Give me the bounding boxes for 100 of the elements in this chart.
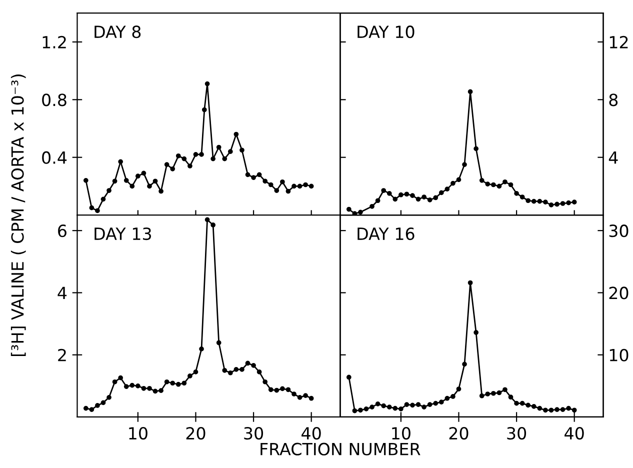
point (176, 153, 181, 158)
point (124, 384, 129, 389)
y-tick-label: 1.2 (42, 36, 66, 48)
point (438, 190, 444, 196)
point (502, 179, 508, 184)
point (176, 382, 181, 387)
point (83, 178, 88, 183)
point (410, 193, 415, 198)
point (100, 400, 106, 406)
y2-tick-label: 12 (610, 36, 628, 48)
point (193, 370, 198, 374)
point (352, 408, 358, 414)
text: DAY 8 (94, 26, 141, 38)
point (531, 404, 536, 409)
point (474, 146, 479, 152)
point (262, 379, 268, 384)
point (112, 178, 118, 184)
point (124, 178, 129, 183)
point (130, 184, 135, 189)
point (572, 408, 577, 413)
point (543, 200, 548, 204)
point (450, 394, 456, 399)
point (135, 174, 140, 179)
point (560, 201, 566, 206)
point (280, 179, 285, 184)
point (370, 404, 374, 410)
point (100, 196, 106, 202)
x-tick-label: 30 (244, 427, 264, 440)
point (130, 382, 135, 388)
point (490, 390, 496, 396)
point (274, 388, 280, 393)
point (474, 330, 479, 335)
point (147, 386, 152, 391)
point (297, 394, 302, 400)
point (199, 346, 204, 352)
point (531, 198, 536, 204)
x-tick-label: 30 (507, 427, 526, 440)
point (502, 387, 508, 392)
point (444, 186, 450, 192)
point (560, 407, 566, 412)
point (170, 380, 176, 386)
point (566, 406, 571, 411)
point (188, 164, 192, 168)
point (141, 386, 146, 391)
point (386, 404, 392, 410)
point (240, 148, 244, 153)
point (158, 388, 164, 394)
point (566, 200, 571, 206)
point (375, 402, 380, 406)
point (468, 89, 473, 94)
point (410, 402, 415, 408)
point (392, 196, 398, 202)
point (462, 362, 467, 367)
point (358, 210, 363, 215)
point (135, 383, 140, 388)
point (95, 208, 100, 214)
point (433, 400, 438, 406)
point (256, 172, 262, 178)
point (89, 205, 94, 210)
point (170, 166, 176, 172)
point (216, 340, 222, 346)
point (346, 206, 352, 212)
point (375, 198, 380, 204)
text: DAY 13 (94, 227, 152, 240)
point (147, 184, 152, 189)
point (398, 192, 404, 198)
point (199, 152, 204, 157)
point (112, 379, 118, 384)
y2-tick-label: 8 (609, 94, 618, 106)
point (280, 386, 285, 392)
point (303, 182, 308, 188)
point (292, 184, 296, 189)
point (416, 402, 421, 407)
point (188, 374, 192, 378)
point (526, 198, 531, 204)
point (245, 360, 250, 366)
point (216, 144, 222, 150)
point (292, 392, 296, 396)
point (444, 396, 450, 401)
point (164, 162, 170, 167)
y2-tick-label: 20 (609, 286, 628, 300)
point (286, 188, 291, 194)
point (228, 370, 233, 376)
text: DAY 10 (358, 26, 414, 38)
point (358, 408, 363, 413)
x-tick-label: 40 (564, 427, 584, 440)
point (404, 192, 410, 197)
point (422, 194, 426, 200)
x-tick-label: 20 (186, 427, 206, 440)
x-axis-title: FRACTION NUMBER (260, 442, 420, 456)
text: DAY 16 (358, 227, 414, 240)
point (234, 132, 239, 137)
point (543, 408, 548, 413)
point (234, 367, 239, 372)
point (118, 159, 124, 164)
point (222, 368, 228, 373)
y-tick-label: 6 (58, 224, 66, 238)
point (520, 194, 525, 200)
point (416, 196, 421, 202)
point (268, 387, 274, 392)
